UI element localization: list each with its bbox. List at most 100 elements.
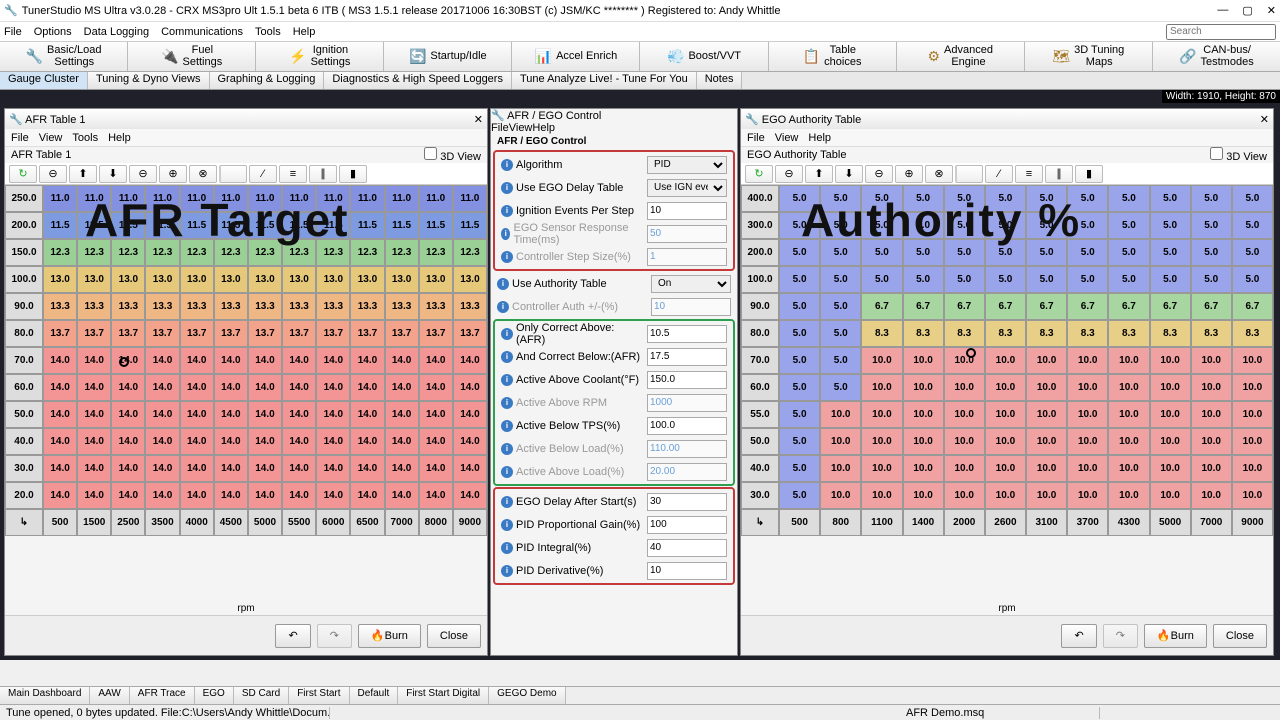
cell[interactable]: 13.7 [180, 320, 214, 347]
cell[interactable]: 11.5 [214, 212, 248, 239]
cell[interactable]: 5.0 [861, 239, 902, 266]
cell[interactable]: 5.0 [1232, 239, 1273, 266]
cell[interactable]: 10.0 [1232, 455, 1273, 482]
cell[interactable]: 14.0 [350, 374, 384, 401]
cell[interactable]: 14.0 [419, 428, 453, 455]
cell[interactable]: 11.5 [145, 212, 179, 239]
cell[interactable]: 14.0 [350, 428, 384, 455]
cell[interactable]: 14.0 [385, 455, 419, 482]
submenu-help[interactable]: Help [108, 132, 131, 144]
cell[interactable]: 12.3 [111, 239, 145, 266]
cell[interactable]: 13.0 [77, 266, 111, 293]
cell[interactable]: 13.7 [111, 320, 145, 347]
cell[interactable]: 11.0 [453, 185, 487, 212]
redo-button[interactable]: ↷ [317, 624, 352, 648]
cell[interactable]: 11.0 [145, 185, 179, 212]
submenu-file[interactable]: File [491, 122, 509, 134]
cell[interactable]: 11.0 [43, 185, 77, 212]
cell[interactable]: 14.0 [248, 401, 282, 428]
cell[interactable]: 5.0 [944, 185, 985, 212]
burn-button[interactable]: 🔥 Burn [358, 624, 421, 648]
maximize-button[interactable]: ▢ [1242, 4, 1252, 17]
bottom-tab-gego-demo[interactable]: GEGO Demo [489, 687, 565, 704]
cell[interactable]: 14.0 [316, 455, 350, 482]
cell[interactable]: 5.0 [779, 212, 820, 239]
cell[interactable]: 14.0 [77, 428, 111, 455]
cell[interactable]: 10.0 [1067, 455, 1108, 482]
cell[interactable]: 11.5 [350, 212, 384, 239]
submenu-view[interactable]: View [509, 122, 533, 134]
tab-1[interactable]: Tuning & Dyno Views [88, 72, 210, 89]
afr-3d-checkbox[interactable] [424, 147, 437, 160]
cell[interactable]: 14.0 [350, 482, 384, 509]
cell[interactable]: 14.0 [145, 455, 179, 482]
cell[interactable]: 11.5 [248, 212, 282, 239]
bottom-tab-default[interactable]: Default [350, 687, 399, 704]
cell[interactable]: 10.0 [1150, 455, 1191, 482]
cell[interactable]: 5.0 [1026, 266, 1067, 293]
ego-input[interactable]: Use IGN events [647, 179, 727, 197]
cell[interactable]: 6.7 [944, 293, 985, 320]
cell[interactable]: 5.0 [779, 455, 820, 482]
cell[interactable]: 14.0 [385, 374, 419, 401]
cell[interactable]: 14.0 [453, 428, 487, 455]
ego-input[interactable] [647, 202, 727, 220]
cell[interactable]: 10.0 [1232, 374, 1273, 401]
table-tool-10[interactable]: ∥ [1045, 165, 1073, 183]
cell[interactable]: 14.0 [248, 455, 282, 482]
cell[interactable]: 10.0 [1150, 401, 1191, 428]
afr-grid[interactable]: 250.011.011.011.011.011.011.011.011.011.… [5, 185, 487, 536]
cell[interactable]: 5.0 [1108, 185, 1149, 212]
cell[interactable]: 5.0 [820, 212, 861, 239]
cell[interactable]: 10.0 [1191, 347, 1232, 374]
cell[interactable]: 8.3 [985, 320, 1026, 347]
cell[interactable]: 14.0 [419, 347, 453, 374]
cell[interactable]: 14.0 [111, 482, 145, 509]
cell[interactable]: 8.3 [1108, 320, 1149, 347]
cell[interactable]: 10.0 [944, 374, 985, 401]
cell[interactable]: 14.0 [214, 428, 248, 455]
cell[interactable]: 14.0 [43, 455, 77, 482]
cell[interactable]: 5.0 [1067, 266, 1108, 293]
tab-3[interactable]: Diagnostics & High Speed Loggers [324, 72, 512, 89]
search-input[interactable] [1166, 24, 1276, 40]
cell[interactable]: 14.0 [43, 374, 77, 401]
cell[interactable]: 14.0 [453, 347, 487, 374]
ego-input[interactable]: PID [647, 156, 727, 174]
cell[interactable]: 10.0 [861, 401, 902, 428]
toolbar-table[interactable]: 📋Table choices [769, 42, 897, 71]
cell[interactable]: 6.7 [1191, 293, 1232, 320]
cell[interactable]: 10.0 [1232, 482, 1273, 509]
cell[interactable]: 13.0 [214, 266, 248, 293]
bottom-tab-afr-trace[interactable]: AFR Trace [130, 687, 195, 704]
cell[interactable]: 14.0 [214, 482, 248, 509]
cell[interactable]: 5.0 [861, 266, 902, 293]
cell[interactable]: 14.0 [77, 455, 111, 482]
cell[interactable]: 6.7 [1108, 293, 1149, 320]
cell[interactable]: 8.3 [1067, 320, 1108, 347]
cell[interactable]: 14.0 [180, 374, 214, 401]
cell[interactable]: 10.0 [1067, 428, 1108, 455]
cell[interactable]: 11.5 [77, 212, 111, 239]
cell[interactable]: 13.7 [214, 320, 248, 347]
cell[interactable]: 10.0 [1232, 428, 1273, 455]
cell[interactable]: 12.3 [248, 239, 282, 266]
cell[interactable]: 13.0 [350, 266, 384, 293]
table-tool-6[interactable]: ⊗ [925, 165, 953, 183]
table-tool-0[interactable]: ↻ [9, 165, 37, 183]
table-tool-4[interactable]: ⊖ [129, 165, 157, 183]
cell[interactable]: 10.0 [944, 455, 985, 482]
cell[interactable]: 14.0 [385, 428, 419, 455]
cell[interactable]: 14.0 [43, 428, 77, 455]
cell[interactable]: 10.0 [1026, 401, 1067, 428]
cell[interactable]: 13.0 [180, 266, 214, 293]
cell[interactable]: 14.0 [111, 455, 145, 482]
table-tool-2[interactable]: ⬆ [69, 165, 97, 183]
cell[interactable]: 10.0 [1108, 482, 1149, 509]
cell[interactable]: 6.7 [861, 293, 902, 320]
cell[interactable]: 13.3 [385, 293, 419, 320]
cell[interactable]: 6.7 [1232, 293, 1273, 320]
cell[interactable]: 10.0 [903, 455, 944, 482]
table-tool-4[interactable]: ⊖ [865, 165, 893, 183]
cell[interactable]: 5.0 [1150, 185, 1191, 212]
